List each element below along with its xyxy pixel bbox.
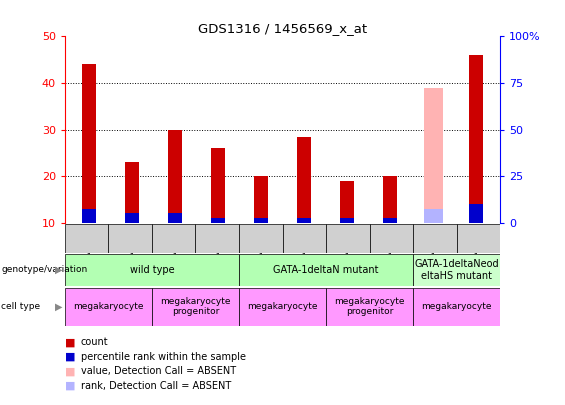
Bar [211, 218, 225, 223]
Bar [65, 288, 152, 326]
Text: ▶: ▶ [55, 302, 63, 312]
Bar [108, 224, 152, 253]
Text: count: count [81, 337, 108, 347]
Bar [297, 136, 311, 223]
Bar [326, 288, 413, 326]
Bar [254, 218, 268, 223]
Bar [340, 218, 354, 223]
Bar [470, 204, 483, 223]
Bar [326, 224, 370, 253]
Bar [125, 162, 138, 223]
Text: cell type: cell type [1, 303, 40, 311]
Bar [282, 224, 326, 253]
Bar [152, 288, 239, 326]
Text: genotype/variation: genotype/variation [1, 265, 88, 274]
Bar [239, 224, 282, 253]
Bar [383, 176, 397, 223]
Text: megakaryocyte
progenitor: megakaryocyte progenitor [160, 297, 231, 316]
Text: rank, Detection Call = ABSENT: rank, Detection Call = ABSENT [81, 381, 231, 391]
Text: megakaryocyte: megakaryocyte [421, 302, 492, 311]
Bar [239, 288, 326, 326]
Bar [65, 254, 239, 286]
Bar [457, 224, 500, 253]
Text: GATA-1deltaN mutant: GATA-1deltaN mutant [273, 265, 379, 275]
Bar [424, 88, 443, 223]
Bar [65, 224, 108, 253]
Bar [370, 224, 413, 253]
Bar [413, 254, 500, 286]
Bar [211, 148, 225, 223]
Text: megakaryocyte
progenitor: megakaryocyte progenitor [334, 297, 405, 316]
Text: percentile rank within the sample: percentile rank within the sample [81, 352, 246, 362]
Text: megakaryocyte: megakaryocyte [73, 302, 144, 311]
Bar [470, 55, 483, 223]
Bar [82, 209, 95, 223]
Text: wild type: wild type [130, 265, 174, 275]
Text: ■: ■ [65, 352, 76, 362]
Bar [254, 176, 268, 223]
Bar [424, 209, 443, 223]
Bar [383, 218, 397, 223]
Text: megakaryocyte: megakaryocyte [247, 302, 318, 311]
Bar [152, 224, 195, 253]
Bar [168, 130, 182, 223]
Text: ■: ■ [65, 337, 76, 347]
Bar [413, 288, 500, 326]
Bar [297, 218, 311, 223]
Bar [82, 64, 95, 223]
Text: GATA-1deltaNeod
eltaHS mutant: GATA-1deltaNeod eltaHS mutant [414, 259, 499, 281]
Text: ■: ■ [65, 367, 76, 376]
Text: ▶: ▶ [55, 265, 63, 275]
Bar [239, 254, 413, 286]
Bar [195, 224, 239, 253]
Text: value, Detection Call = ABSENT: value, Detection Call = ABSENT [81, 367, 236, 376]
Bar [125, 213, 138, 223]
Bar [340, 181, 354, 223]
Bar [413, 224, 457, 253]
Bar [168, 213, 182, 223]
Title: GDS1316 / 1456569_x_at: GDS1316 / 1456569_x_at [198, 22, 367, 35]
Text: ■: ■ [65, 381, 76, 391]
